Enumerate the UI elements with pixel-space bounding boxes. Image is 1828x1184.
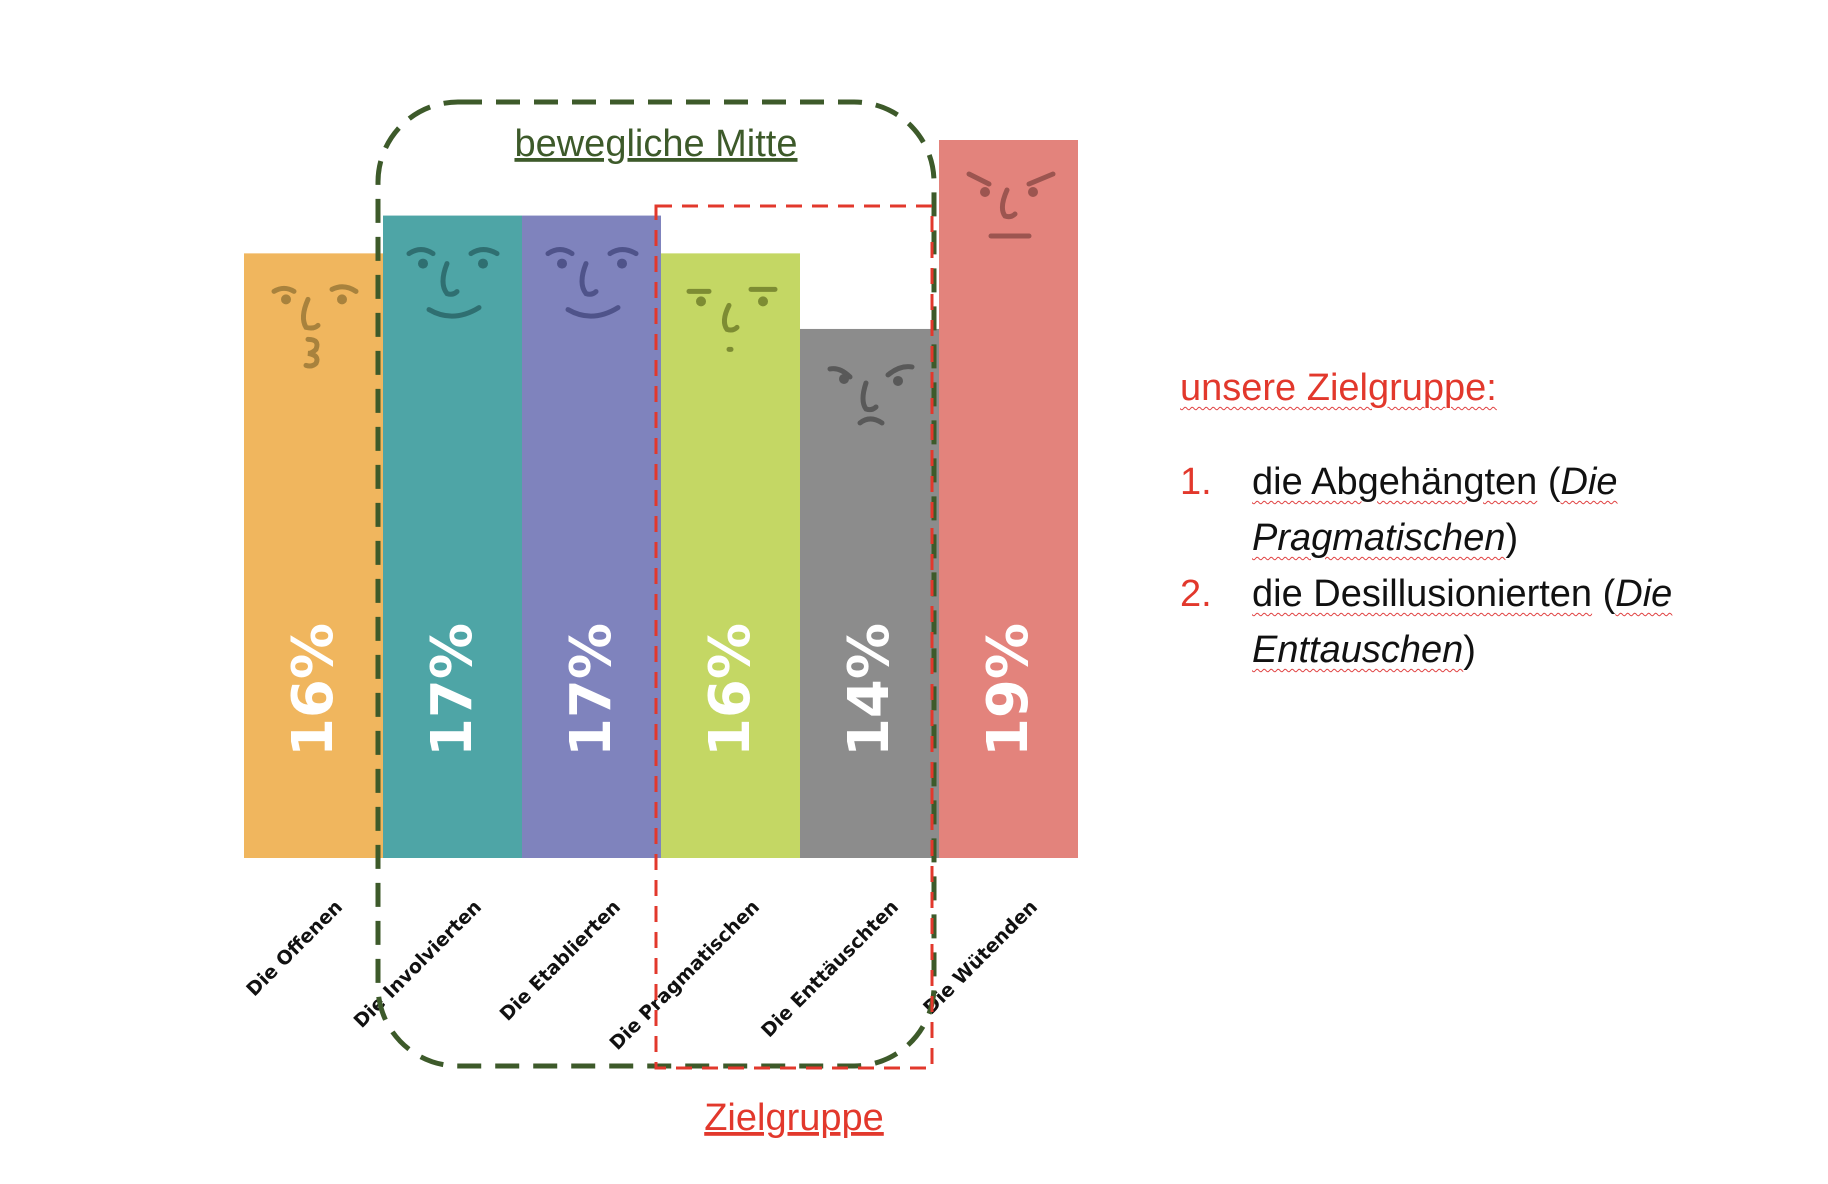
face-stroke (545, 247, 575, 257)
middle-group-label: bewegliche Mitte (514, 123, 797, 165)
face-stroke (426, 305, 482, 319)
face-eye (980, 187, 990, 197)
target-group-item: 2. die Desillusionierten (Die Enttauschen… (1180, 566, 1800, 678)
bar (522, 215, 661, 858)
face-stroke (721, 302, 740, 333)
list-italic: Die Enttauschen (1252, 573, 1673, 671)
paren-open: ( (1592, 573, 1616, 615)
paren-close: ) (1505, 517, 1519, 559)
face-stroke (999, 187, 1018, 220)
target-group-panel: unsere Zielgruppe: 1. die Abgehängten (Di… (1180, 360, 1800, 678)
list-text: die Abgehängten (1252, 461, 1538, 503)
face-eye (478, 258, 488, 269)
face-eye (758, 296, 768, 307)
face-eye (893, 375, 903, 386)
bar-value-label: 19% (976, 623, 1041, 757)
paren-close: ) (1463, 629, 1476, 671)
face-eye (839, 373, 849, 384)
face-stroke (579, 261, 599, 297)
bar-value-label: 17% (420, 623, 485, 757)
category-label: Die Involvierten (350, 896, 486, 1032)
category-label: Die Wütenden (919, 896, 1042, 1019)
bar-value-label: 14% (837, 623, 902, 757)
value-labels-layer: 16% 17% 17% 16% 14% 19% (281, 623, 1041, 757)
target-group-list: 1. die Abgehängten (Die Pragmatischen) 2. d… (1180, 454, 1800, 678)
face-stroke (607, 247, 639, 257)
face-stroke (966, 171, 992, 187)
face-eye (337, 294, 347, 305)
face-stroke (468, 247, 500, 257)
face-eye (557, 258, 567, 269)
face-stroke (860, 380, 879, 413)
bar-value-label: 17% (559, 623, 624, 757)
face-eye (1028, 187, 1038, 197)
face-eye (281, 294, 291, 305)
face-stroke (271, 285, 297, 294)
list-number: 2. (1180, 573, 1212, 615)
face-stroke (303, 336, 320, 369)
face-stroke (857, 416, 885, 426)
face-stroke (406, 247, 436, 257)
face-stroke (565, 305, 621, 319)
target-group-item: 1. die Abgehängten (Die Pragmatischen) (1180, 454, 1800, 566)
face-stroke (329, 284, 359, 294)
list-text: die Desillusionierten (1252, 573, 1593, 615)
bar (939, 140, 1078, 858)
paren-open: ( (1537, 461, 1561, 503)
bar (661, 253, 800, 859)
face-eye (418, 258, 428, 269)
bar-value-label: 16% (281, 623, 346, 757)
face-stroke (885, 364, 915, 378)
target-group-label: Zielgruppe (704, 1097, 884, 1139)
face-stroke (300, 296, 321, 331)
target-group-outline (654, 204, 934, 1070)
bar (244, 253, 383, 859)
category-label: Die Pragmatischen (605, 896, 764, 1055)
target-group-heading: unsere Zielgruppe: (1180, 367, 1497, 409)
face-stroke (1026, 171, 1056, 187)
list-italic: Die Pragmatischen (1252, 461, 1618, 559)
face-eye (696, 296, 706, 307)
bar-value-label: 16% (698, 623, 763, 757)
bar (383, 215, 522, 858)
face-stroke (440, 261, 460, 297)
category-label: Die Etablierten (496, 896, 625, 1025)
bars-layer (244, 140, 1078, 859)
face-stroke (827, 366, 853, 380)
category-label: Die Enttäuschten (757, 896, 903, 1042)
list-number: 1. (1180, 461, 1212, 503)
category-label: Die Offenen (242, 896, 347, 1001)
faces-layer (271, 171, 1056, 426)
face-eye (617, 258, 627, 269)
